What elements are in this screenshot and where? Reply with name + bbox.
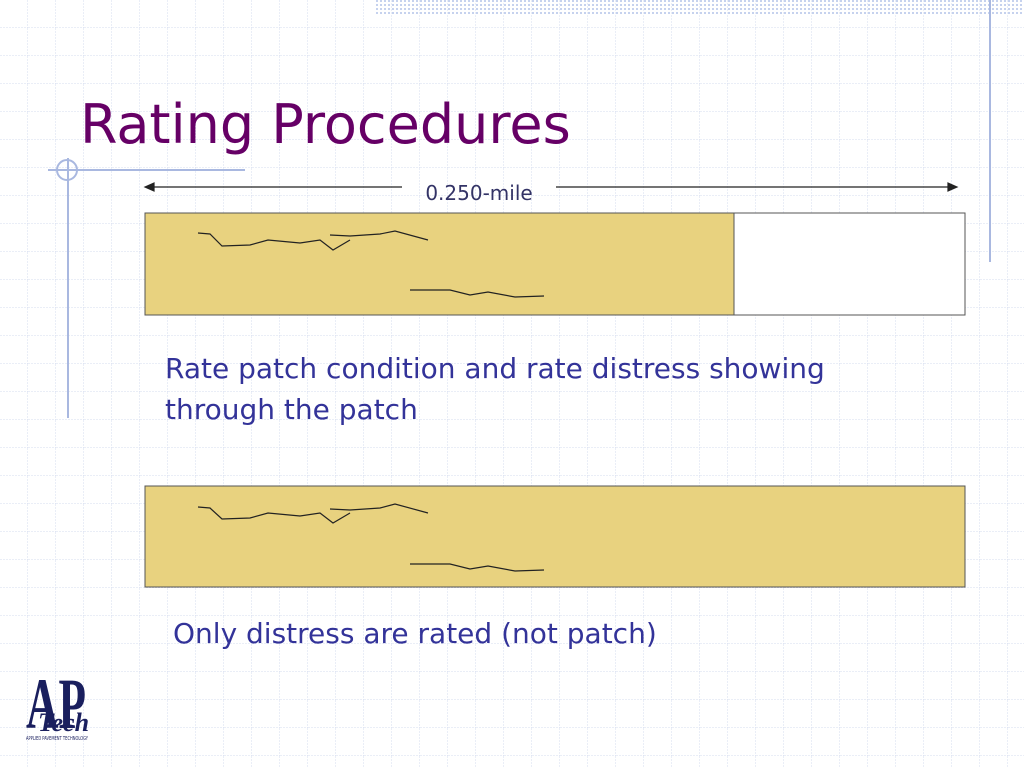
deco-circle — [56, 159, 78, 181]
distance-arrow — [143, 182, 959, 192]
top-band — [375, 0, 1024, 16]
patch — [144, 485, 966, 588]
logo-word: Tech — [38, 708, 89, 737]
logo: AP Tech APPLIED PAVEMENT TECHNOLOGY — [26, 664, 89, 744]
logo-mark: AP — [26, 664, 86, 744]
patch — [144, 212, 735, 316]
title: Rating Procedures — [80, 93, 571, 156]
logo-company: APPLIED PAVEMENT TECHNOLOGY — [26, 736, 89, 742]
caption: Rate patch condition and rate distress s… — [165, 352, 825, 426]
cracks — [197, 503, 545, 572]
caption: Only distress are rated (not patch) — [173, 617, 657, 650]
cracks — [197, 230, 545, 298]
distance-label: 0.250-mile — [425, 181, 532, 205]
